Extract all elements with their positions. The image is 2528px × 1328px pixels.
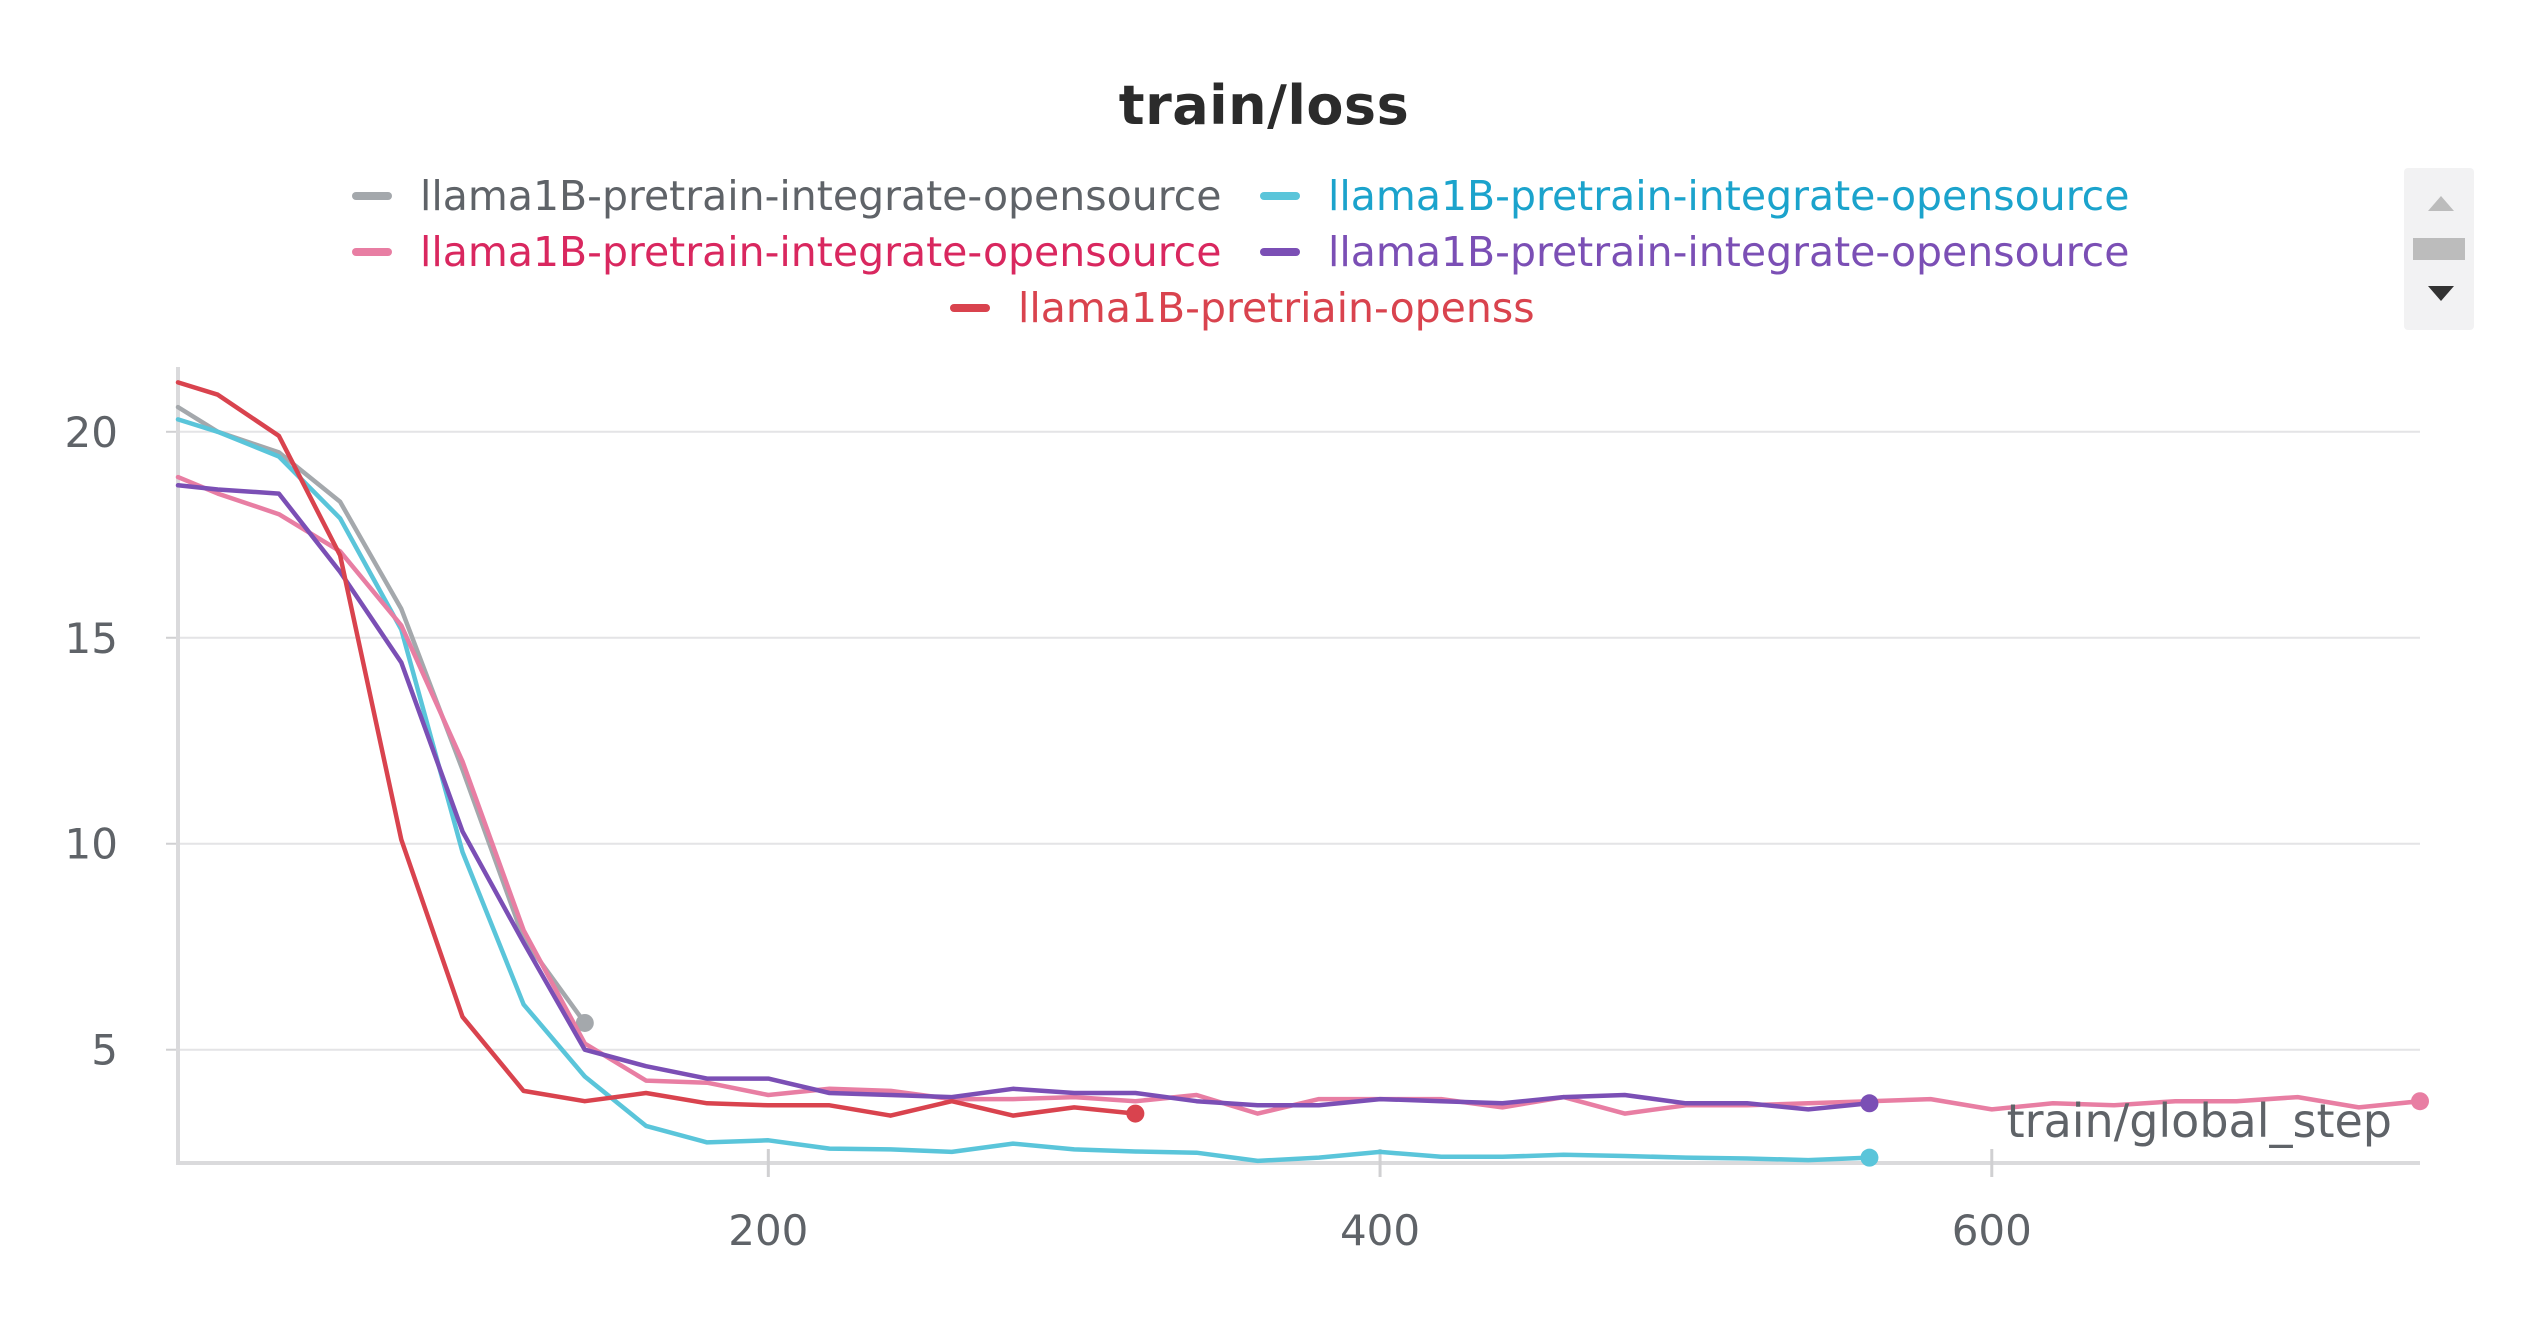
legend-label: llama1B-pretrain-integrate-opensource [420,172,1222,220]
y-tick-label: 15 [65,614,118,663]
legend-item[interactable]: llama1B-pretrain-integrate-opensource [1260,168,2129,224]
series-line [175,380,1138,1118]
legend-label: llama1B-pretriain-openss [1018,284,1535,332]
series-endpoint [575,1013,594,1032]
x-tick-label: 600 [1952,1206,2032,1255]
scroll-down-arrow-icon[interactable] [2428,286,2454,301]
y-tick-label: 5 [91,1026,118,1075]
scroll-thumb[interactable] [2413,238,2465,260]
legend-label: llama1B-pretrain-integrate-opensource [1328,172,2130,220]
labels: 5 10 15 20 200 400 600 train/global_step [65,408,2392,1255]
y-tick-label: 10 [65,820,118,869]
x-tick-label: 200 [728,1206,808,1255]
legend-item[interactable]: llama1B-pretrain-integrate-opensource [352,168,1221,224]
series-endpoint [1860,1094,1879,1113]
x-axis-title: train/global_step [2007,1094,2392,1148]
legend-label: llama1B-pretrain-integrate-opensource [1328,228,2130,276]
legend-swatch [1260,192,1300,200]
legend-label: llama1B-pretrain-integrate-opensource [420,228,1222,276]
grid [178,430,2420,1051]
series-line [175,483,1872,1112]
series-endpoint [1860,1148,1879,1167]
chart-title: train/loss [1118,74,1410,137]
legend-item[interactable]: llama1B-pretrain-integrate-opensource [1260,224,2129,280]
legend-swatch [1260,248,1300,256]
legend-item[interactable]: llama1B-pretriain-openss [950,280,1535,336]
axes [166,367,2420,1177]
legend-swatch [352,192,392,200]
x-tick-label: 400 [1340,1206,1420,1255]
series-line [175,474,2423,1116]
scroll-up-arrow-icon[interactable] [2428,196,2454,211]
legend-swatch [950,304,990,312]
legend-item[interactable]: llama1B-pretrain-integrate-opensource [352,224,1221,280]
legend-scrollbar[interactable] [2404,168,2474,330]
series-lines [175,380,2429,1167]
legend-swatch [352,248,392,256]
y-tick-label: 20 [65,408,118,457]
legend: llama1B-pretrain-integrate-opensource ll… [0,162,2528,332]
series-endpoint [1126,1104,1145,1123]
series-endpoint [2411,1092,2429,1111]
